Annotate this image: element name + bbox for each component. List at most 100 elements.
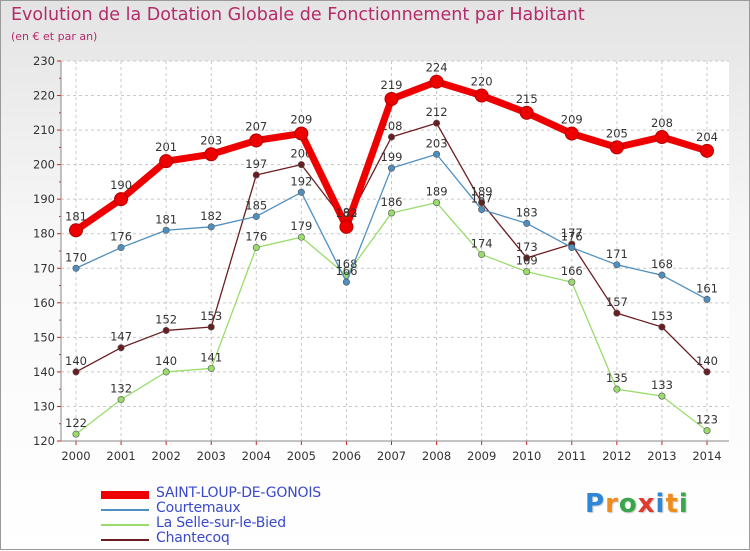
data-label: 169 — [516, 254, 538, 268]
data-point — [207, 323, 215, 331]
y-tick-label: 150 — [33, 330, 55, 344]
data-label: 209 — [290, 113, 312, 127]
data-label: 176 — [561, 230, 583, 244]
data-label: 201 — [155, 140, 177, 154]
data-label: 181 — [155, 212, 177, 226]
data-point — [429, 74, 444, 89]
data-label: 141 — [200, 350, 222, 364]
data-label: 182 — [335, 206, 357, 220]
data-label: 176 — [110, 230, 132, 244]
x-tick-label: 2014 — [692, 449, 721, 463]
data-label: 147 — [110, 330, 132, 344]
y-tick-label: 130 — [33, 399, 55, 413]
logo-letter: i — [678, 489, 689, 519]
data-label: 203 — [200, 133, 222, 147]
data-label: 224 — [426, 61, 448, 75]
data-label: 219 — [381, 78, 403, 92]
x-tick-label: 2007 — [377, 449, 406, 463]
legend-swatch — [101, 491, 149, 499]
data-point — [249, 133, 264, 148]
data-label: 220 — [471, 75, 493, 89]
data-point — [387, 209, 395, 217]
data-label: 140 — [65, 354, 87, 368]
data-point — [613, 385, 621, 393]
data-label: 171 — [606, 247, 628, 261]
data-point — [72, 264, 80, 272]
data-point — [703, 368, 711, 376]
data-label: 132 — [110, 382, 132, 396]
data-point — [478, 250, 486, 258]
data-label: 179 — [290, 219, 312, 233]
data-label: 209 — [561, 113, 583, 127]
data-point — [478, 206, 486, 214]
data-point — [658, 392, 666, 400]
data-point — [613, 309, 621, 317]
x-tick-label: 2000 — [61, 449, 90, 463]
data-point — [162, 368, 170, 376]
plot-area — [61, 61, 729, 441]
y-tick-label: 190 — [33, 192, 55, 206]
data-label: 197 — [245, 157, 267, 171]
x-tick-label: 2009 — [467, 449, 496, 463]
x-tick-label: 2005 — [287, 449, 316, 463]
data-point — [162, 326, 170, 334]
x-tick-label: 2013 — [647, 449, 676, 463]
data-label: 140 — [696, 354, 718, 368]
legend-label: La Selle-sur-le-Bied — [156, 515, 286, 531]
data-point — [162, 226, 170, 234]
data-point — [703, 427, 711, 435]
data-point — [658, 271, 666, 279]
data-point — [252, 212, 260, 220]
data-point — [613, 261, 621, 269]
logo-letter: i — [655, 489, 666, 519]
data-label: 153 — [200, 309, 222, 323]
data-label: 168 — [651, 257, 673, 271]
data-point — [159, 154, 174, 169]
data-point — [72, 430, 80, 438]
data-label: 207 — [245, 119, 267, 133]
data-label: 166 — [561, 264, 583, 278]
data-label: 203 — [426, 136, 448, 150]
logo-letter: r — [605, 489, 619, 519]
y-tick-label: 200 — [33, 158, 55, 172]
legend-label: SAINT-LOUP-DE-GONOIS — [156, 485, 321, 501]
data-label: 177 — [561, 226, 583, 240]
data-label: 189 — [471, 185, 493, 199]
data-point — [387, 164, 395, 172]
logo-letter: t — [665, 489, 679, 519]
chart-title: Evolution de la Dotation Globale de Fonc… — [11, 5, 585, 25]
logo-letter: o — [618, 489, 638, 519]
data-point — [700, 143, 714, 158]
y-tick-label: 160 — [33, 296, 55, 310]
data-label: 161 — [696, 281, 718, 295]
data-label: 192 — [290, 174, 312, 188]
y-tick-label: 140 — [33, 365, 55, 379]
data-label: 157 — [606, 295, 628, 309]
data-point — [69, 223, 83, 238]
data-label: 204 — [696, 130, 718, 144]
data-point — [117, 344, 125, 352]
data-point — [207, 223, 215, 231]
y-tick-label: 120 — [33, 434, 55, 448]
data-label: 181 — [65, 209, 87, 223]
data-point — [387, 133, 395, 141]
data-point — [519, 105, 534, 120]
data-point — [433, 150, 441, 158]
data-point — [474, 88, 489, 103]
data-label: 182 — [200, 209, 222, 223]
data-label: 205 — [606, 126, 628, 140]
data-label: 170 — [65, 250, 87, 264]
data-point — [297, 188, 305, 196]
data-label: 176 — [245, 230, 267, 244]
data-label: 166 — [335, 264, 357, 278]
x-tick-label: 2011 — [557, 449, 586, 463]
data-label: 173 — [516, 240, 538, 254]
data-label: 152 — [155, 312, 177, 326]
y-tick-label: 170 — [33, 261, 55, 275]
data-point — [252, 171, 260, 179]
y-tick-label: 180 — [33, 227, 55, 241]
x-tick-label: 2003 — [197, 449, 226, 463]
logo-letter: P — [585, 489, 606, 519]
